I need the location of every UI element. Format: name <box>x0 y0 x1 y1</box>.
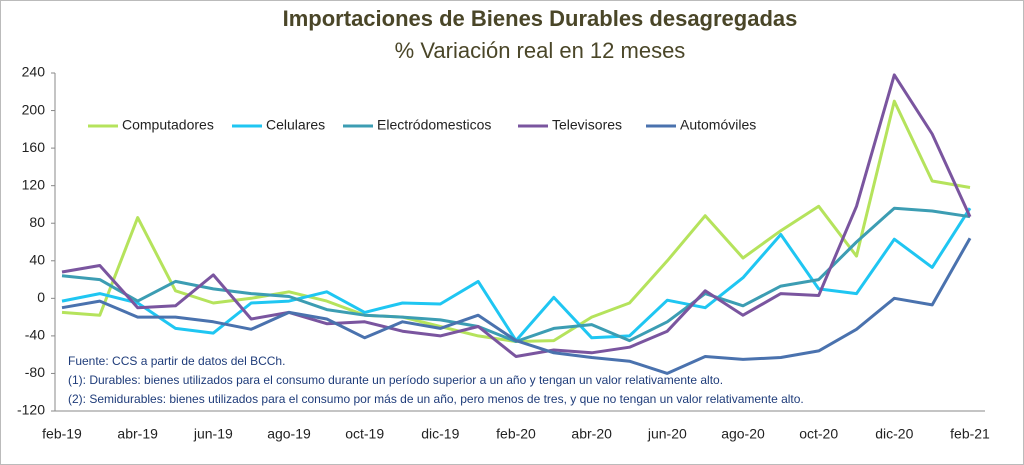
series-line <box>61 237 972 375</box>
x-tick-label: feb-21 <box>950 426 990 442</box>
x-tick-label: oct-19 <box>345 426 384 442</box>
y-tick-label: 120 <box>22 176 46 192</box>
legend-label: Computadores <box>122 117 214 133</box>
y-tick-label: -40 <box>25 327 45 343</box>
legend-label: Televisores <box>552 117 622 133</box>
chart-subtitle: % Variación real en 12 meses <box>395 38 686 63</box>
x-tick-label: feb-20 <box>496 426 536 442</box>
y-tick-label: 200 <box>22 101 46 117</box>
legend-label: Automóviles <box>680 117 756 133</box>
footnote: (2): Semidurables: bienes utilizados par… <box>68 392 804 406</box>
x-tick-label: jun-20 <box>647 426 687 442</box>
footnote: Fuente: CCS a partir de datos del BCCh. <box>68 354 285 368</box>
y-tick-label: 80 <box>29 214 45 230</box>
y-tick-label: 40 <box>29 251 45 267</box>
x-tick-label: ago-19 <box>267 426 311 442</box>
y-tick-label: 240 <box>22 64 46 80</box>
legend-label: Electródomesticos <box>377 117 491 133</box>
x-tick-label: abr-20 <box>571 426 612 442</box>
x-tick-label: abr-19 <box>117 426 158 442</box>
x-tick-label: ago-20 <box>721 426 765 442</box>
chart-title: Importaciones de Bienes Durables desagre… <box>283 6 798 31</box>
y-tick-label: -120 <box>17 402 45 418</box>
y-tick-label: -80 <box>25 364 45 380</box>
legend-label: Celulares <box>266 117 325 133</box>
series-line <box>61 73 972 358</box>
y-tick-label: 160 <box>22 139 46 155</box>
x-tick-label: feb-19 <box>42 426 82 442</box>
footnote: (1): Durables: bienes utilizados para el… <box>68 373 723 387</box>
x-tick-label: jun-19 <box>193 426 233 442</box>
x-tick-label: dic-20 <box>875 426 913 442</box>
x-tick-label: dic-19 <box>421 426 459 442</box>
y-tick-label: 0 <box>37 289 45 305</box>
x-tick-label: oct-20 <box>799 426 838 442</box>
